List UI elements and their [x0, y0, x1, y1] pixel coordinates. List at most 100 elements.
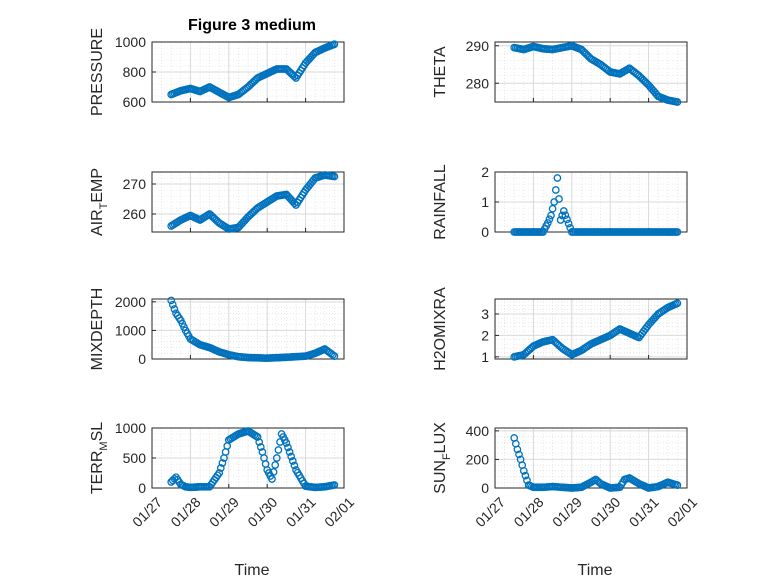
data-point — [545, 215, 554, 224]
y-tick-label: 2 — [481, 327, 489, 343]
data-point — [551, 186, 560, 194]
x-tick-label: 02/01 — [321, 494, 357, 530]
axes-box — [151, 171, 345, 233]
data-point — [268, 475, 276, 483]
data-point — [673, 481, 682, 489]
y-tick-label: 0 — [138, 351, 146, 367]
data-point — [543, 219, 552, 227]
x-tick-label: 01/30 — [587, 494, 623, 530]
y-tick-label: 2 — [481, 164, 489, 180]
data-markers — [510, 41, 682, 106]
y-axis-label: PRESSURE — [89, 28, 106, 116]
y-tick-label: 1 — [481, 349, 489, 365]
x-axis-label-right: Time — [578, 562, 613, 579]
data-point — [548, 204, 557, 213]
y-tick-label: 0 — [138, 480, 146, 496]
x-tick-label: 01/31 — [283, 494, 319, 530]
subplot-rainfall: 0 1 2 RAINFALL — [432, 164, 688, 240]
x-tick-label: 01/29 — [206, 494, 242, 530]
figure-title: Figure 3 medium — [188, 17, 316, 34]
y-axis-label: THETA — [432, 46, 449, 98]
data-point — [168, 300, 177, 309]
x-axis-label-left: Time — [235, 562, 270, 579]
y-tick-label: 0 — [481, 224, 489, 240]
data-markers — [167, 296, 339, 362]
x-tick-label: 02/01 — [664, 494, 700, 530]
subplot-mixdepth: 0 1000 2000 MIXDEPTH — [89, 288, 345, 370]
data-point — [285, 448, 294, 456]
data-point — [215, 469, 224, 477]
y-tick-label: 400 — [466, 423, 490, 439]
y-tick-label: 800 — [123, 64, 147, 80]
y-tick-label: 270 — [123, 176, 147, 192]
y-tick-label: 1 — [481, 194, 489, 210]
data-markers — [167, 40, 339, 102]
data-point — [287, 452, 296, 461]
data-markers — [510, 434, 682, 492]
data-point — [330, 172, 339, 181]
x-tick-label: 01/28 — [510, 494, 546, 530]
data-point — [673, 98, 682, 106]
subplot-terr-msl: 0 500 1000 01/27 01/28 01/29 01/30 01/31 02/01 TE… — [89, 420, 357, 530]
data-point — [255, 438, 264, 446]
data-point — [170, 305, 179, 313]
y-axis-label: SUNFLUX — [432, 422, 453, 494]
y-tick-label: 280 — [466, 75, 490, 91]
x-tick-label: 01/29 — [549, 494, 585, 530]
data-point — [563, 215, 571, 224]
axes-box — [494, 41, 688, 103]
data-point — [218, 459, 227, 467]
data-point — [561, 211, 570, 220]
data-point — [256, 443, 265, 451]
y-tick-label: 1000 — [115, 322, 146, 338]
data-point — [282, 439, 291, 447]
data-point — [519, 467, 528, 475]
x-tick-label: 01/27 — [129, 494, 165, 530]
grid-lines — [494, 428, 688, 489]
y-tick-label: 3 — [481, 306, 489, 322]
data-point — [330, 40, 339, 49]
data-point — [558, 211, 567, 220]
data-point — [290, 461, 299, 470]
data-point — [555, 195, 563, 203]
y-tick-label: 200 — [466, 451, 490, 467]
axes-box — [494, 427, 688, 489]
data-point — [253, 433, 262, 441]
data-point — [167, 296, 176, 305]
subplot-theta: 280 290 THETA — [432, 38, 688, 106]
y-tick-label: 0 — [481, 480, 489, 496]
data-point — [274, 446, 283, 454]
y-tick-label: 260 — [123, 206, 147, 222]
data-point — [284, 443, 292, 452]
data-point — [553, 174, 562, 182]
y-tick-label: 2000 — [115, 294, 146, 310]
subplot-pressure: 600 800 1000 PRESSURE — [89, 28, 345, 116]
data-point — [564, 219, 573, 228]
data-point — [513, 445, 522, 454]
axes-box — [494, 298, 688, 360]
data-point — [559, 207, 568, 215]
y-tick-label: 600 — [123, 94, 147, 110]
data-point — [330, 481, 339, 489]
y-axis-label: H2OMIXRA — [432, 287, 449, 371]
x-tick-label: 01/31 — [626, 494, 662, 530]
data-point — [547, 211, 555, 220]
data-point — [328, 351, 337, 359]
y-axis-label: RAINFALL — [432, 164, 449, 240]
x-tick-label: 01/27 — [472, 494, 508, 530]
y-tick-label: 290 — [466, 38, 490, 54]
data-markers — [167, 171, 339, 233]
data-point — [521, 471, 530, 480]
data-point — [216, 464, 225, 472]
data-point — [288, 457, 297, 465]
subplot-sun-flux: 0 200 400 01/27 01/28 01/29 01/30 01/31 02/01 SUN… — [432, 422, 700, 530]
data-markers — [167, 427, 339, 492]
data-point — [271, 461, 280, 469]
y-tick-label: 500 — [123, 450, 147, 466]
subplot-air-temp: 260 270 AIRTEMP — [89, 168, 345, 236]
x-tick-label: 01/28 — [167, 494, 203, 530]
subplot-h2omixra: 1 2 3 H2OMIXRA — [432, 287, 688, 371]
data-point — [523, 476, 531, 485]
